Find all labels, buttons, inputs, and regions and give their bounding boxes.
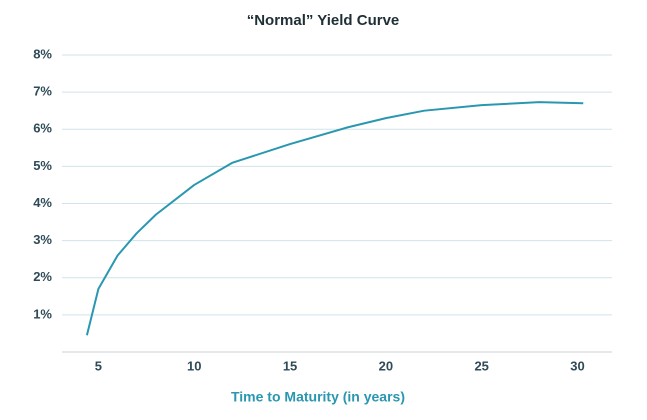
line (85, 101, 584, 336)
x-tick-label: 15 (283, 358, 297, 373)
x-tick-label: 20 (379, 358, 393, 373)
y-tick-label: 2% (33, 269, 52, 284)
x-tick-label: 5 (95, 358, 102, 373)
x-tick-label: 10 (187, 358, 201, 373)
y-tick-label: 5% (33, 158, 52, 173)
chart-title: “Normal” Yield Curve (247, 12, 400, 29)
y-tick-label: 7% (33, 84, 52, 99)
y-tick-label: 4% (33, 195, 52, 210)
x-tick-label: 25 (474, 358, 488, 373)
y-tick-label: 3% (33, 232, 52, 247)
x-tick-label: 30 (570, 358, 584, 373)
y-tick-label: 6% (33, 121, 52, 136)
y-tick-label: 1% (33, 306, 52, 321)
y-tick-label: 8% (33, 46, 52, 61)
x-axis-label: Time to Maturity (in years) (231, 389, 405, 405)
